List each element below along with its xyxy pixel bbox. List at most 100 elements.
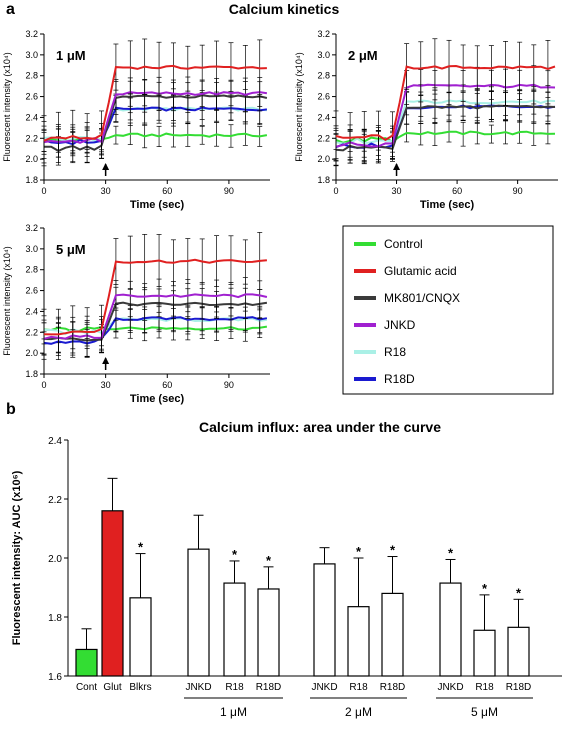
- auc-bar-chart: Calcium influx: area under the curve 1.6 1…: [11, 419, 562, 719]
- significance-star: *: [266, 553, 272, 568]
- significance-star: *: [232, 547, 238, 562]
- bar-label: R18D: [380, 682, 406, 693]
- bar-label: JNKD: [311, 682, 337, 693]
- y-tick-label: 2.8: [317, 71, 330, 81]
- kinetics-chart-2um: 1.8 2.0 2.2 2.4 2.6 2.8 3.0 3.2 0 30 60 90 Time (sec…: [294, 29, 558, 211]
- bar-label: R18: [225, 682, 244, 693]
- bar-r18d: [257, 588, 280, 677]
- y-tick-label: 3.0: [317, 50, 330, 60]
- bar-y-tick-label: 1.6: [48, 672, 62, 683]
- y-tick-label: 2.6: [25, 286, 38, 296]
- stimulus-arrow-head: [102, 357, 110, 364]
- series-line-mk801-cnqx: [44, 94, 268, 153]
- bar-r18: [223, 582, 246, 677]
- y-axis-label: Fluorescent intensity (x10⁴): [2, 246, 12, 355]
- bar-jnkd: [439, 582, 462, 677]
- bar-r18d: [381, 592, 404, 677]
- significance-star: *: [390, 543, 396, 558]
- significance-star: *: [356, 544, 362, 559]
- series-line-jnkd: [43, 293, 268, 340]
- y-tick-label: 2.0: [317, 154, 330, 164]
- bar-y-axis-label: Fluorescent intensity: AUC (x10⁶): [11, 470, 23, 645]
- group-label: 2 μM: [345, 705, 372, 719]
- series-line-control: [335, 130, 556, 144]
- y-tick-label: 1.8: [25, 369, 38, 379]
- x-tick-label: 30: [392, 186, 402, 196]
- y-tick-label: 2.0: [25, 154, 38, 164]
- kinetics-title: Calcium kinetics: [229, 1, 340, 17]
- bar-label: JNKD: [185, 682, 211, 693]
- legend-label: MK801/CNQX: [384, 291, 460, 305]
- stimulus-arrow-head: [393, 163, 401, 170]
- y-tick-label: 2.2: [317, 133, 330, 143]
- legend-label: R18: [384, 345, 406, 359]
- y-tick-label: 3.2: [25, 29, 38, 39]
- legend-label: Glutamic acid: [384, 264, 457, 278]
- y-tick-label: 1.8: [25, 175, 38, 185]
- x-tick-label: 60: [452, 186, 462, 196]
- kinetics-chart-5um: 1.8 2.0 2.2 2.4 2.6 2.8 3.0 3.2 0 30 60 90 Time (sec…: [2, 223, 270, 405]
- bar-label: R18: [349, 682, 368, 693]
- legend-label: R18D: [384, 372, 415, 386]
- series-line-r18: [335, 99, 556, 145]
- bar-label: R18: [475, 682, 494, 693]
- x-tick-label: 60: [162, 380, 172, 390]
- y-tick-label: 2.8: [25, 71, 38, 81]
- x-axis-label: Time (sec): [130, 393, 185, 405]
- bar-glut: [101, 510, 124, 677]
- bar-y-tick-label: 2.2: [48, 495, 62, 506]
- bar-jnkd: [187, 548, 210, 677]
- x-tick-label: 0: [41, 380, 46, 390]
- y-tick-label: 3.2: [25, 223, 38, 233]
- x-axis-label: Time (sec): [130, 199, 185, 211]
- bar-label: R18D: [506, 682, 532, 693]
- y-tick-label: 2.4: [25, 112, 38, 122]
- x-tick-label: 90: [224, 186, 234, 196]
- bar-r18: [473, 629, 496, 677]
- bar-y-tick-label: 2.0: [48, 554, 62, 565]
- bar-label: R18D: [256, 682, 282, 693]
- y-axis-label: Fluorescent intensity (x10⁴): [294, 52, 304, 161]
- series-line-jnkd: [43, 91, 268, 144]
- legend-box: [342, 225, 554, 395]
- bar-label: Glut: [103, 682, 122, 693]
- bar-r18d: [507, 626, 530, 677]
- series-line-r18d: [335, 104, 556, 149]
- bar-blkrs: [129, 597, 152, 677]
- y-tick-label: 2.0: [25, 348, 38, 358]
- series-line-mk801-cnqx: [335, 104, 556, 152]
- concentration-label: 5 μM: [56, 242, 86, 257]
- x-tick-label: 0: [41, 186, 46, 196]
- x-tick-label: 0: [333, 186, 338, 196]
- bar-label: Cont: [76, 682, 97, 693]
- concentration-label: 2 μM: [348, 48, 378, 63]
- significance-star: *: [516, 585, 522, 600]
- stimulus-arrow-head: [102, 163, 110, 170]
- y-tick-label: 2.2: [25, 327, 38, 337]
- series-line-jnkd: [335, 83, 556, 148]
- bar-y-tick-label: 2.4: [48, 436, 62, 447]
- panel-a-letter: a: [6, 1, 15, 18]
- legend: Control Glutamic acid MK801/CNQX JNKD R18 R18…: [342, 225, 554, 395]
- legend-label: JNKD: [384, 318, 416, 332]
- series-line-glutamic-acid: [43, 258, 267, 336]
- bar-label: JNKD: [437, 682, 463, 693]
- series-line-r18d: [43, 106, 268, 146]
- series-line-glutamic-acid: [43, 64, 267, 142]
- y-tick-label: 2.8: [25, 265, 38, 275]
- kinetics-chart-1um: 1.8 2.0 2.2 2.4 2.6 2.8 3.0 3.2 0 30 60 90 Time (sec…: [2, 29, 270, 211]
- y-tick-label: 2.4: [317, 112, 330, 122]
- y-tick-label: 3.0: [25, 244, 38, 254]
- significance-star: *: [482, 581, 488, 596]
- y-axis-label: Fluorescent intensity (x10⁴): [2, 52, 12, 161]
- concentration-label: 1 μM: [56, 48, 86, 63]
- x-tick-label: 60: [162, 186, 172, 196]
- group-label: 1 μM: [220, 705, 247, 719]
- panel-b-letter: b: [6, 401, 16, 418]
- legend-label: Control: [384, 237, 423, 251]
- bar-chart-title: Calcium influx: area under the curve: [199, 419, 441, 435]
- y-tick-label: 2.2: [25, 133, 38, 143]
- x-tick-label: 30: [101, 380, 111, 390]
- y-tick-label: 3.0: [25, 50, 38, 60]
